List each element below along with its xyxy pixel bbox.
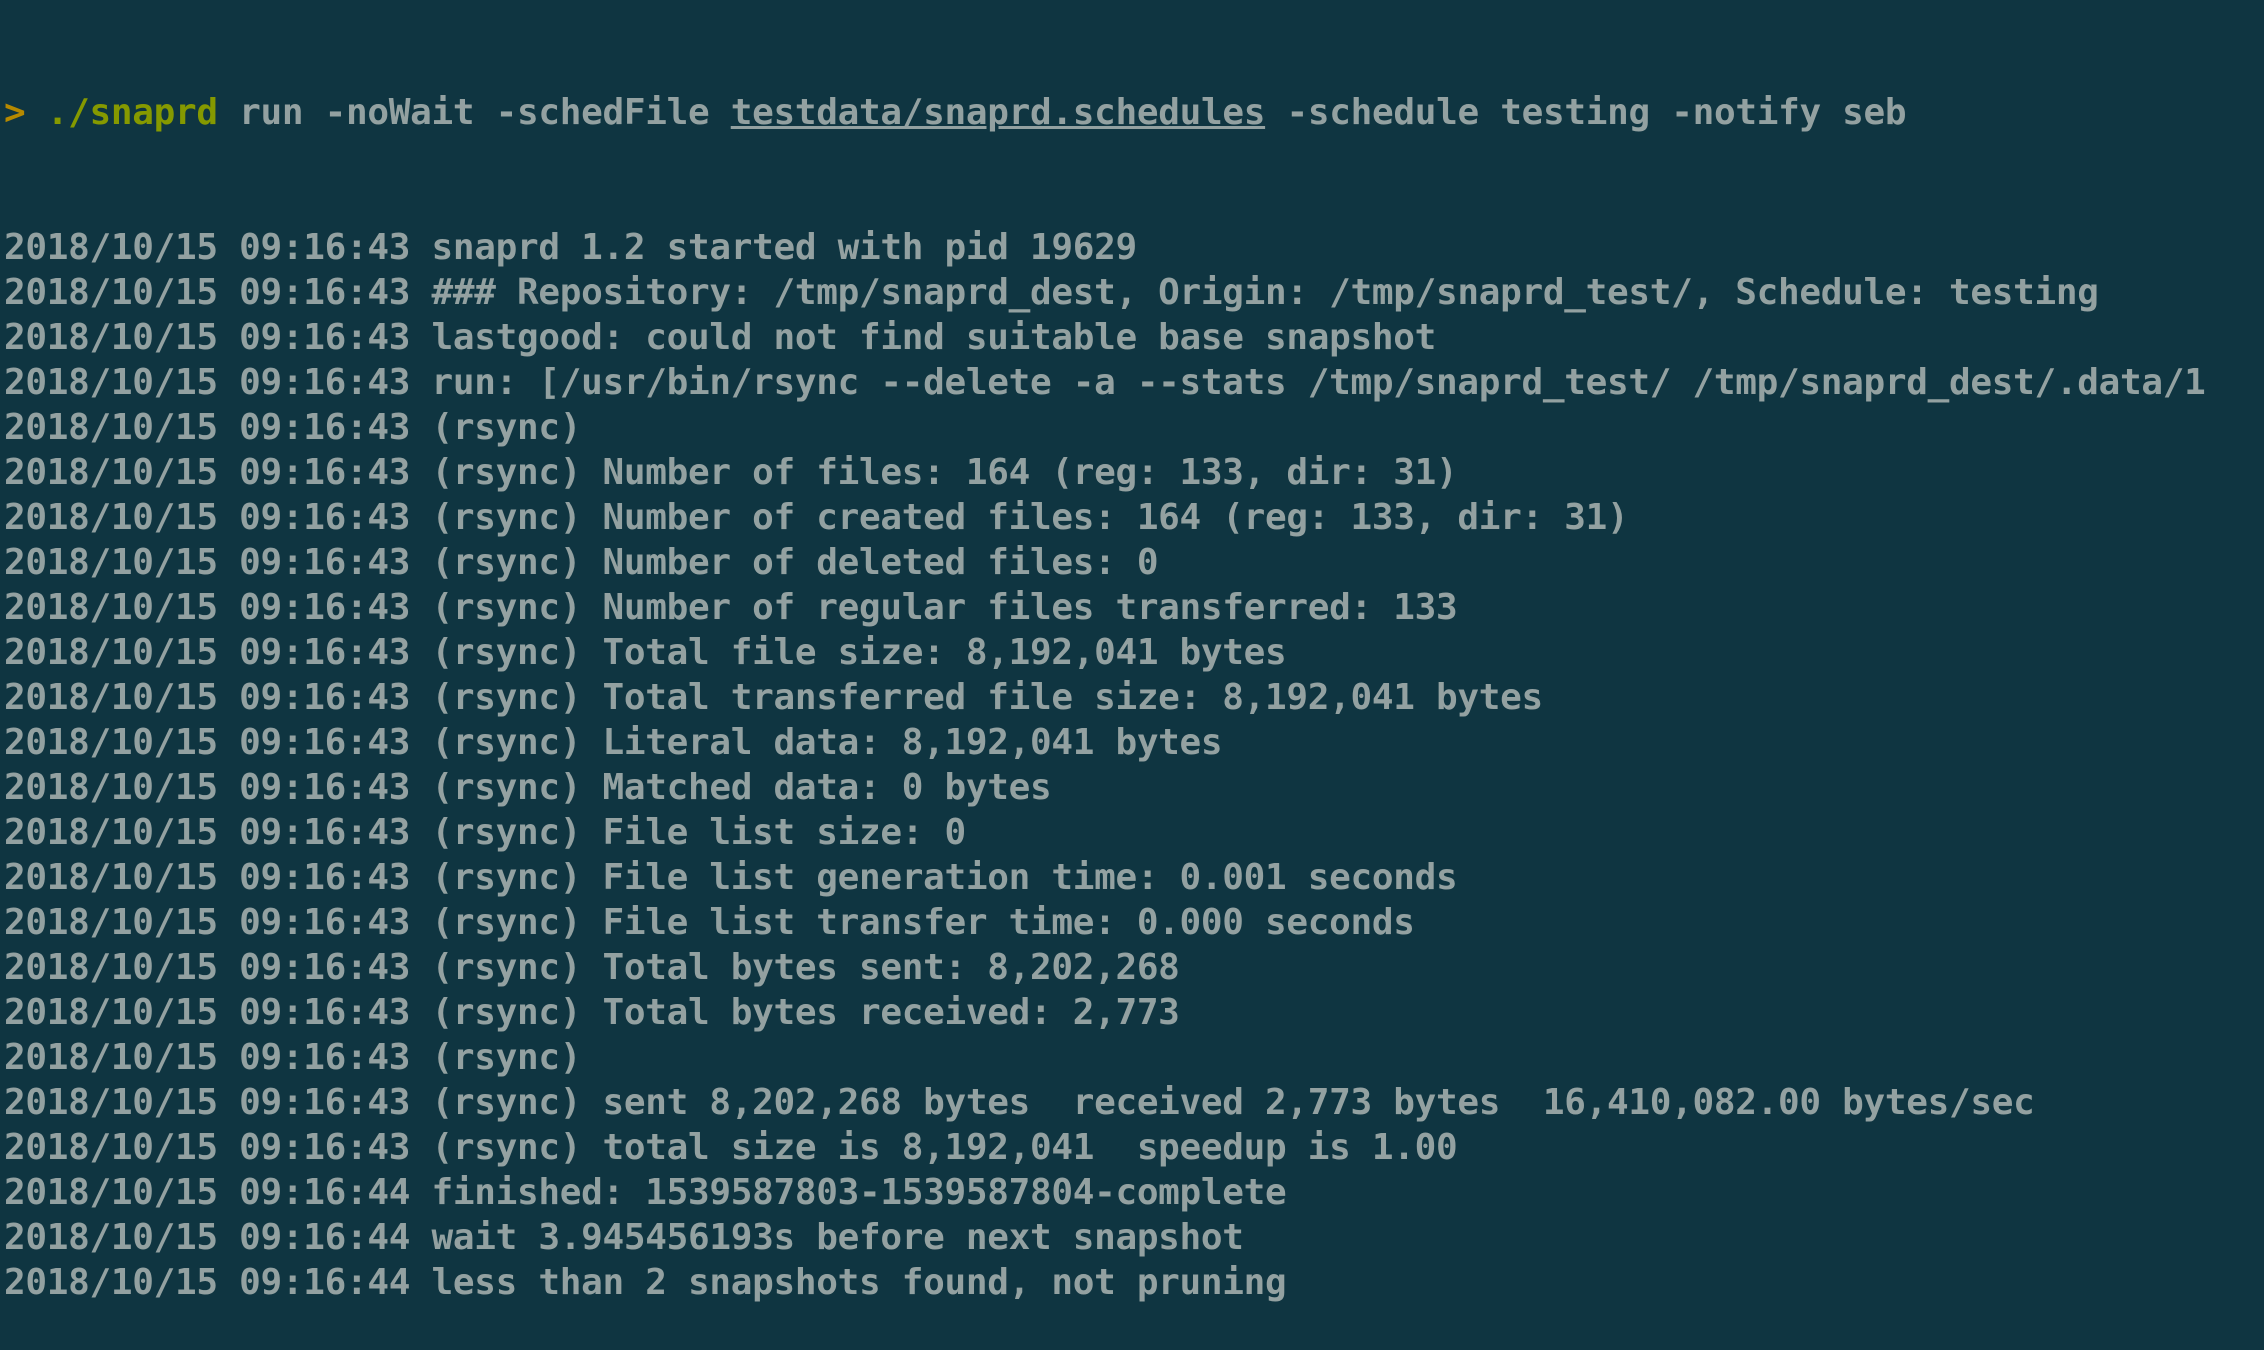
log-line: 2018/10/15 09:16:44 less than 2 snapshot… — [4, 1262, 1287, 1303]
command-program: ./snaprd — [46, 92, 218, 133]
log-line: 2018/10/15 09:16:43 snaprd 1.2 started w… — [4, 227, 1137, 268]
log-line: 2018/10/15 09:16:44 finished: 1539587803… — [4, 1172, 1287, 1213]
log-line: 2018/10/15 09:16:43 (rsync) Total bytes … — [4, 992, 1180, 1033]
log-line: 2018/10/15 09:16:43 (rsync) Total bytes … — [4, 947, 1180, 988]
log-line: 2018/10/15 09:16:43 (rsync) File list tr… — [4, 902, 1415, 943]
log-line: 2018/10/15 09:16:43 (rsync) Literal data… — [4, 722, 1223, 763]
log-output: 2018/10/15 09:16:43 snaprd 1.2 started w… — [4, 225, 2260, 1305]
log-line: 2018/10/15 09:16:43 (rsync) — [4, 407, 582, 448]
log-line: 2018/10/15 09:16:43 (rsync) Number of cr… — [4, 497, 1629, 538]
log-line: 2018/10/15 09:16:43 (rsync) total size i… — [4, 1127, 1458, 1168]
command-line: > ./snaprd run -noWait -schedFile testda… — [4, 90, 2260, 135]
log-line: 2018/10/15 09:16:43 (rsync) Number of re… — [4, 587, 1458, 628]
log-line: 2018/10/15 09:16:43 ### Repository: /tmp… — [4, 272, 2099, 313]
log-line: 2018/10/15 09:16:43 (rsync) Number of fi… — [4, 452, 1458, 493]
prompt-symbol: > — [4, 92, 26, 133]
log-line: 2018/10/15 09:16:43 lastgood: could not … — [4, 317, 1437, 358]
log-line: 2018/10/15 09:16:44 wait 3.945456193s be… — [4, 1217, 1244, 1258]
log-line: 2018/10/15 09:16:43 (rsync) File list ge… — [4, 857, 1458, 898]
log-line: 2018/10/15 09:16:43 run: [/usr/bin/rsync… — [4, 362, 2206, 403]
log-line: 2018/10/15 09:16:43 (rsync) Matched data… — [4, 767, 1052, 808]
sched-file-path[interactable]: testdata/snaprd.schedules — [730, 92, 1266, 133]
log-line: 2018/10/15 09:16:43 (rsync) Total transf… — [4, 677, 1543, 718]
log-line: 2018/10/15 09:16:43 (rsync) File list si… — [4, 812, 966, 853]
log-line: 2018/10/15 09:16:43 (rsync) Number of de… — [4, 542, 1159, 583]
log-line: 2018/10/15 09:16:43 (rsync) sent 8,202,2… — [4, 1082, 2035, 1123]
command-args-rest: -schedule testing -notify seb — [1265, 92, 1907, 133]
log-line: 2018/10/15 09:16:43 (rsync) — [4, 1037, 582, 1078]
command-args: run -noWait -schedFile — [217, 92, 731, 133]
log-line: 2018/10/15 09:16:43 (rsync) Total file s… — [4, 632, 1287, 673]
